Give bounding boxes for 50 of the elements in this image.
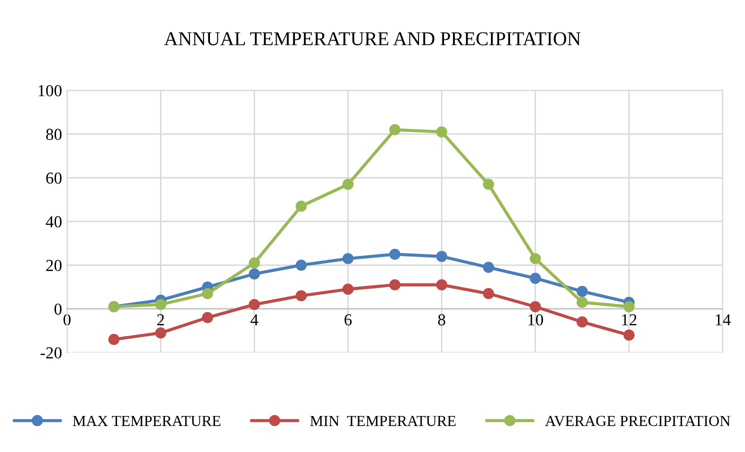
legend-label: AVERAGE PRECIPITATION: [545, 416, 730, 426]
point: [576, 296, 588, 308]
x-tick-label: 10: [528, 314, 544, 326]
y-tick-label: 0: [54, 304, 62, 315]
point: [436, 126, 448, 138]
point: [202, 312, 214, 324]
point: [436, 279, 448, 290]
point: [576, 286, 588, 297]
y-tick-label: -20: [40, 347, 62, 359]
point: [576, 316, 588, 328]
point: [296, 290, 307, 302]
point: [623, 330, 635, 341]
x-tick-label: 12: [622, 314, 636, 326]
legend-label: MAX TEMPERATURE: [72, 416, 220, 426]
point: [155, 298, 166, 310]
point: [248, 257, 260, 269]
point: [482, 262, 494, 273]
point: [623, 301, 635, 312]
point: [202, 288, 214, 300]
point: [389, 279, 400, 290]
point: [482, 288, 494, 300]
point: [342, 284, 354, 295]
legend-label: MIN TEMPERATURE: [310, 416, 456, 426]
x-tick-label: 14: [716, 314, 731, 326]
point: [530, 253, 541, 264]
y-tick-label: 100: [38, 85, 62, 96]
x-tick-label: 0: [64, 314, 71, 326]
point: [248, 268, 260, 280]
point: [342, 253, 354, 264]
point: [530, 272, 541, 284]
point: [389, 248, 400, 260]
x-tick-label: 6: [344, 314, 352, 326]
point: [436, 250, 448, 262]
x-tick-label: 4: [250, 314, 258, 326]
y-tick-label: 80: [46, 128, 62, 140]
point: [342, 178, 354, 190]
x-tick-label: 2: [157, 314, 164, 326]
y-tick-label: 40: [46, 216, 62, 228]
point: [296, 200, 307, 212]
point: [482, 178, 494, 190]
point: [155, 327, 166, 338]
point: [530, 301, 541, 312]
point: [296, 260, 307, 271]
point: [248, 298, 260, 310]
point: [108, 334, 120, 346]
x-tick-label: 8: [438, 314, 446, 326]
y-tick-label: 20: [46, 260, 62, 272]
point: [389, 124, 400, 136]
y-tick-label: 60: [46, 172, 62, 184]
chart-title: ANNUAL TEMPERATURE AND PRECIPITATION: [164, 32, 581, 46]
